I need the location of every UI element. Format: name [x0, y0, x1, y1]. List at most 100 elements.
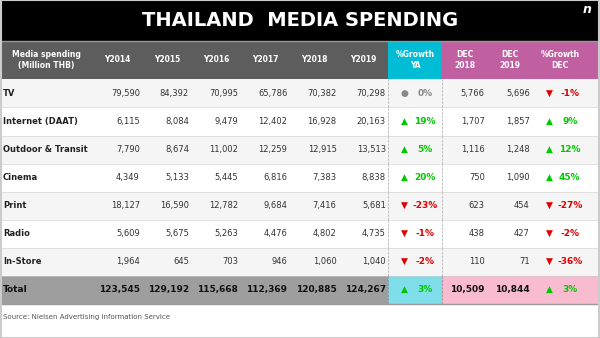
Text: 1,090: 1,090	[506, 173, 530, 182]
Text: -1%: -1%	[560, 89, 579, 98]
Text: DEC
2019: DEC 2019	[499, 50, 520, 70]
Text: ▼: ▼	[401, 257, 408, 266]
Text: ▲: ▲	[546, 117, 553, 126]
Text: 7,383: 7,383	[313, 173, 337, 182]
FancyBboxPatch shape	[0, 192, 600, 220]
FancyBboxPatch shape	[442, 276, 600, 304]
Text: n: n	[583, 3, 591, 16]
Text: -36%: -36%	[557, 257, 583, 266]
Text: 7,416: 7,416	[313, 201, 337, 210]
Text: 20%: 20%	[414, 173, 436, 182]
Text: 12%: 12%	[559, 145, 580, 154]
Text: ▲: ▲	[546, 173, 553, 182]
FancyBboxPatch shape	[0, 164, 600, 192]
Text: ●: ●	[400, 89, 409, 98]
Text: Radio: Radio	[3, 229, 30, 238]
Text: ▼: ▼	[401, 201, 408, 210]
Text: 65,786: 65,786	[258, 89, 287, 98]
Text: 120,885: 120,885	[296, 285, 337, 294]
Text: 8,084: 8,084	[165, 117, 189, 126]
Text: ▲: ▲	[546, 285, 553, 294]
Text: 623: 623	[469, 201, 485, 210]
Text: TV: TV	[3, 89, 16, 98]
Text: Y2014: Y2014	[104, 55, 131, 65]
Text: ▲: ▲	[546, 145, 553, 154]
Text: 0%: 0%	[417, 89, 433, 98]
Text: 645: 645	[173, 257, 189, 266]
Text: 5,609: 5,609	[116, 229, 140, 238]
Text: 4,476: 4,476	[263, 229, 287, 238]
Text: 13,513: 13,513	[356, 145, 386, 154]
Text: ▼: ▼	[546, 89, 553, 98]
Text: 1,707: 1,707	[461, 117, 485, 126]
Text: 115,668: 115,668	[197, 285, 238, 294]
Text: 427: 427	[514, 229, 530, 238]
Text: ▲: ▲	[401, 285, 408, 294]
Text: -2%: -2%	[560, 229, 579, 238]
Text: Y2018: Y2018	[301, 55, 328, 65]
Text: 6,115: 6,115	[116, 117, 140, 126]
FancyBboxPatch shape	[0, 276, 388, 304]
Text: 1,964: 1,964	[116, 257, 140, 266]
FancyBboxPatch shape	[0, 136, 600, 164]
Text: THAILAND  MEDIA SPENDING: THAILAND MEDIA SPENDING	[142, 11, 458, 30]
Text: 5,675: 5,675	[165, 229, 189, 238]
Text: 3%: 3%	[562, 285, 577, 294]
Text: 1,116: 1,116	[461, 145, 485, 154]
Text: Y2019: Y2019	[350, 55, 377, 65]
Text: In-Store: In-Store	[3, 257, 41, 266]
Text: 71: 71	[519, 257, 530, 266]
FancyBboxPatch shape	[388, 276, 442, 304]
Text: 5,681: 5,681	[362, 201, 386, 210]
Text: 70,298: 70,298	[356, 89, 386, 98]
Text: 10,509: 10,509	[450, 285, 485, 294]
FancyBboxPatch shape	[442, 41, 600, 79]
Text: 4,802: 4,802	[313, 229, 337, 238]
FancyBboxPatch shape	[0, 107, 600, 136]
Text: 5,766: 5,766	[461, 89, 485, 98]
Text: ▼: ▼	[546, 201, 553, 210]
Text: 79,590: 79,590	[111, 89, 140, 98]
Text: Print: Print	[3, 201, 26, 210]
Text: 9,684: 9,684	[263, 201, 287, 210]
Text: Cinema: Cinema	[3, 173, 38, 182]
Text: 4,735: 4,735	[362, 229, 386, 238]
Text: ▲: ▲	[401, 173, 408, 182]
Text: 8,674: 8,674	[165, 145, 189, 154]
Text: 438: 438	[469, 229, 485, 238]
Text: 5,133: 5,133	[165, 173, 189, 182]
Text: 123,545: 123,545	[99, 285, 140, 294]
Text: 110: 110	[469, 257, 485, 266]
Text: 1,060: 1,060	[313, 257, 337, 266]
Text: 112,369: 112,369	[247, 285, 287, 294]
Text: 129,192: 129,192	[148, 285, 189, 294]
Text: -27%: -27%	[557, 201, 583, 210]
Text: %Growth
YA: %Growth YA	[395, 50, 435, 70]
FancyBboxPatch shape	[0, 248, 600, 276]
Text: 703: 703	[222, 257, 238, 266]
Text: 3%: 3%	[417, 285, 433, 294]
Text: ▲: ▲	[401, 117, 408, 126]
Text: 12,259: 12,259	[259, 145, 287, 154]
Text: Y2016: Y2016	[203, 55, 229, 65]
Text: 84,392: 84,392	[160, 89, 189, 98]
FancyBboxPatch shape	[0, 220, 600, 248]
FancyBboxPatch shape	[573, 0, 600, 19]
Text: 5%: 5%	[417, 145, 433, 154]
Text: 1,248: 1,248	[506, 145, 530, 154]
Text: 946: 946	[272, 257, 287, 266]
FancyBboxPatch shape	[388, 41, 442, 79]
Text: -1%: -1%	[415, 229, 434, 238]
Text: 5,263: 5,263	[214, 229, 238, 238]
Text: 9,479: 9,479	[214, 117, 238, 126]
Text: 750: 750	[469, 173, 485, 182]
Text: ▼: ▼	[546, 229, 553, 238]
Text: 12,402: 12,402	[259, 117, 287, 126]
Text: Outdoor & Transit: Outdoor & Transit	[3, 145, 88, 154]
Text: -23%: -23%	[412, 201, 437, 210]
Text: 19%: 19%	[414, 117, 436, 126]
Text: 18,127: 18,127	[110, 201, 140, 210]
Text: 124,267: 124,267	[344, 285, 386, 294]
Text: 1,040: 1,040	[362, 257, 386, 266]
Text: ▼: ▼	[401, 229, 408, 238]
